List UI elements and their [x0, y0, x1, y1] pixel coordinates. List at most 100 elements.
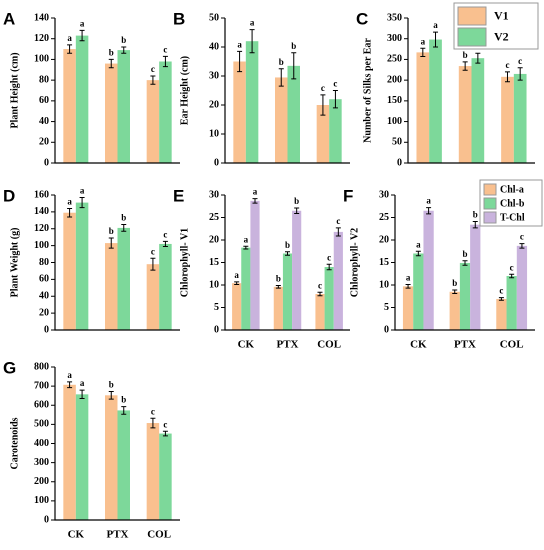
- bar: [159, 243, 172, 330]
- significance-letter: b: [109, 380, 114, 390]
- y-tick-label: 30: [209, 70, 219, 81]
- significance-letter: a: [67, 370, 72, 380]
- significance-letter: c: [151, 64, 155, 74]
- bar: [449, 291, 460, 330]
- significance-letter: c: [510, 262, 514, 272]
- significance-letter: a: [80, 378, 85, 388]
- axes: [407, 18, 535, 164]
- bar: [429, 39, 442, 163]
- significance-letter: a: [80, 18, 85, 28]
- y-tick-label: 25: [379, 212, 389, 223]
- significance-letter: a: [244, 234, 249, 244]
- axes: [54, 195, 180, 331]
- y-tick-label: 30: [209, 189, 219, 200]
- y-tick-label: 5: [384, 302, 389, 313]
- bar: [250, 200, 260, 330]
- y-tick-label: 350: [387, 12, 402, 23]
- error-bar: [291, 52, 297, 80]
- legend-swatch: [483, 211, 497, 224]
- error-bar: [108, 58, 114, 69]
- error-bar: [108, 390, 114, 400]
- y-tick-label: 120: [34, 223, 49, 234]
- bar: [245, 41, 259, 164]
- significance-letter: c: [499, 286, 503, 296]
- significance-letter: a: [234, 270, 239, 280]
- y-tick-label: 0: [214, 157, 219, 168]
- y-tick-label: 50: [209, 12, 219, 23]
- bar: [316, 105, 330, 163]
- y-tick-label: 80: [39, 74, 49, 85]
- y-tick-label: 15: [209, 257, 219, 268]
- significance-letter: b: [279, 57, 284, 67]
- error-bar: [294, 207, 300, 214]
- bar: [275, 77, 288, 163]
- error-bar: [285, 251, 290, 256]
- y-tick-label: 0: [214, 324, 219, 335]
- significance-letter: b: [276, 274, 281, 284]
- legend-label: T-Chl: [500, 212, 525, 223]
- bar: [513, 73, 527, 163]
- significance-letter: b: [294, 196, 299, 206]
- x-tick-label: CK: [238, 339, 255, 351]
- bar: [241, 247, 251, 330]
- significance-letter: c: [321, 83, 325, 93]
- error-bar: [150, 257, 156, 271]
- error-bar: [234, 281, 240, 286]
- y-axis-label: Carotenoids: [9, 417, 20, 469]
- error-bar: [108, 237, 114, 249]
- bar: [496, 298, 507, 330]
- x-tick-label: PTX: [107, 529, 129, 541]
- y-tick-label: 300: [34, 457, 49, 468]
- significance-letter: c: [163, 229, 167, 239]
- error-bar: [275, 284, 281, 289]
- y-tick-label: 700: [34, 380, 49, 391]
- bar: [329, 99, 342, 163]
- significance-letter: c: [151, 406, 155, 416]
- error-bar: [121, 46, 127, 54]
- axes: [54, 18, 180, 164]
- y-tick-label: 120: [34, 33, 49, 44]
- error-bar: [243, 245, 249, 250]
- panel-label: B: [173, 9, 185, 28]
- error-bar: [121, 224, 127, 232]
- error-bar: [79, 389, 85, 400]
- x-tick-label: COL: [147, 529, 171, 541]
- significance-letter: a: [67, 197, 72, 207]
- error-bar: [509, 273, 515, 279]
- panel-label: F: [343, 186, 353, 205]
- y-tick-label: 60: [39, 274, 49, 285]
- error-bar: [162, 55, 168, 68]
- error-bar: [426, 207, 432, 215]
- y-tick-label: 800: [34, 361, 49, 372]
- error-bar: [67, 208, 73, 218]
- significance-letter: c: [333, 79, 337, 89]
- significance-letter: a: [67, 33, 72, 43]
- error-bar: [320, 94, 326, 116]
- bar: [146, 80, 160, 163]
- error-bar: [162, 430, 168, 437]
- y-tick-label: 160: [34, 189, 49, 200]
- bar: [273, 286, 283, 330]
- significance-letter: c: [327, 252, 331, 262]
- bar: [402, 286, 414, 330]
- y-tick-label: 40: [39, 116, 49, 127]
- significance-letter: c: [520, 232, 524, 242]
- y-tick-label: 200: [387, 74, 402, 85]
- bar: [413, 253, 424, 330]
- error-bar: [462, 61, 468, 71]
- bar: [117, 227, 130, 330]
- y-tick-label: 0: [44, 324, 49, 335]
- significance-letter: c: [336, 216, 340, 226]
- error-bar: [332, 90, 338, 109]
- y-tick-label: 140: [34, 206, 49, 217]
- bar: [416, 52, 430, 164]
- significance-letter: c: [505, 60, 509, 70]
- y-tick-label: 200: [34, 476, 49, 487]
- bar: [63, 212, 76, 330]
- y-axis-label: Number of Silks per Ear: [362, 38, 373, 143]
- x-tick-label: COL: [500, 339, 524, 351]
- bar: [315, 294, 325, 330]
- y-tick-label: 0: [384, 324, 389, 335]
- error-bar: [150, 75, 156, 85]
- axes: [224, 195, 350, 331]
